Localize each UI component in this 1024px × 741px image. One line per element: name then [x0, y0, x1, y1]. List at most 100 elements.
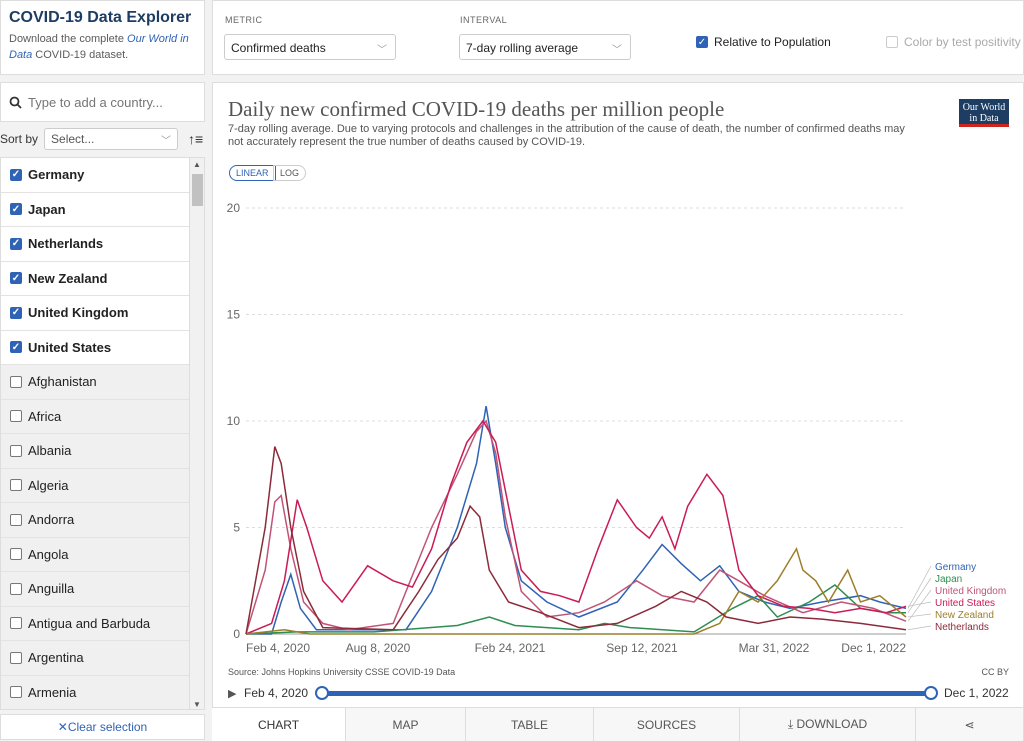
- source-note: Source: Johns Hopkins University CSSE CO…: [228, 667, 456, 677]
- checkbox-checked-icon: ✓: [10, 203, 22, 216]
- entity-armenia[interactable]: Armenia: [1, 675, 190, 709]
- interval-value: 7-day rolling average: [466, 41, 579, 55]
- entity-africa[interactable]: Africa: [1, 399, 190, 434]
- series-line-germany: [246, 405, 907, 635]
- entity-netherlands[interactable]: ✓ Netherlands: [1, 227, 190, 262]
- x-tick-label: Feb 24, 2021: [475, 641, 546, 655]
- tab-table[interactable]: TABLE: [466, 708, 594, 741]
- checkbox-unchecked-icon: [10, 375, 22, 388]
- color-label: Color by test positivity: [904, 35, 1021, 49]
- app-title: COVID-19 Data Explorer: [9, 9, 192, 26]
- series-label-connector: [907, 613, 932, 618]
- entity-label: Algeria: [28, 477, 69, 493]
- series-label: Japan: [935, 574, 962, 585]
- desc-prefix: Download the complete: [9, 33, 128, 45]
- clear-selection-button[interactable]: ✕Clear selection: [0, 714, 205, 740]
- chart-title: Daily new confirmed COVID-19 deaths per …: [228, 97, 725, 121]
- tab-download[interactable]: ⤓ DOWNLOAD: [740, 708, 916, 741]
- interval-label: INTERVAL: [460, 15, 508, 25]
- tab-sources[interactable]: SOURCES: [594, 708, 740, 741]
- entity-andorra[interactable]: Andorra: [1, 503, 190, 538]
- entity-new-zealand[interactable]: ✓ New Zealand: [1, 261, 190, 296]
- chevron-down-icon: ﹀: [612, 45, 622, 56]
- checkbox-unchecked-icon: [886, 36, 898, 48]
- entity-afghanistan[interactable]: Afghanistan: [1, 365, 190, 400]
- tab-map[interactable]: MAP: [346, 708, 466, 741]
- scroll-up-icon[interactable]: ▲: [193, 160, 201, 169]
- entity-anguilla[interactable]: Anguilla: [1, 572, 190, 607]
- entity-argentina[interactable]: Argentina: [1, 641, 190, 676]
- entity-label: Germany: [28, 167, 85, 183]
- entity-label: Argentina: [28, 650, 84, 666]
- owid-logo[interactable]: Our World in Data: [959, 99, 1009, 127]
- metric-label: METRIC: [225, 15, 263, 25]
- series-label: Netherlands: [935, 622, 989, 633]
- y-tick-label: 10: [227, 414, 241, 428]
- checkbox-checked-icon: ✓: [10, 341, 22, 354]
- logo-line-2: in Data: [969, 113, 999, 124]
- timeline-start-handle[interactable]: [315, 686, 329, 700]
- entity-label: Antigua and Barbuda: [28, 615, 151, 631]
- app-description: Download the complete Our World in Data …: [9, 31, 196, 63]
- series-label: New Zealand: [935, 610, 994, 621]
- timeline-track[interactable]: [322, 691, 930, 696]
- checkbox-unchecked-icon: [10, 686, 22, 699]
- entity-label: Albania: [28, 443, 72, 459]
- timeline-end-label: Dec 1, 2022: [944, 686, 1009, 700]
- linear-scale-button[interactable]: LINEAR: [229, 165, 276, 181]
- entity-japan[interactable]: ✓ Japan: [1, 192, 190, 227]
- x-tick-label: Sep 12, 2021: [606, 641, 678, 655]
- entity-label: Afghanistan: [28, 374, 97, 390]
- dataset-link-text: Our World in Data: [9, 33, 189, 61]
- entity-united-kingdom[interactable]: ✓ United Kingdom: [1, 296, 190, 331]
- timeline-start-label: Feb 4, 2020: [244, 686, 309, 700]
- timeline-end-handle[interactable]: [924, 686, 938, 700]
- scrollbar[interactable]: ▲ ▼: [189, 158, 204, 709]
- search-panel: [0, 82, 205, 122]
- entity-united-states[interactable]: ✓ United States: [1, 330, 190, 365]
- dataset-link[interactable]: Our World in Data: [9, 33, 189, 61]
- tab-chart[interactable]: CHART: [212, 708, 346, 741]
- series-label: United Kingdom: [935, 586, 1006, 597]
- y-tick-label: 20: [227, 201, 241, 215]
- scroll-down-icon[interactable]: ▼: [193, 700, 201, 709]
- metric-select[interactable]: Confirmed deaths ﹀: [224, 34, 396, 60]
- entity-list-inner: ✓ Germany ✓ Japan ✓ Netherlands ✓ New Zealand ✓ U…: [1, 158, 204, 709]
- desc-suffix: COVID-19 dataset.: [32, 49, 129, 61]
- series-label-connector: [907, 577, 932, 613]
- entity-label: Armenia: [28, 684, 77, 700]
- series-line-united-kingdom: [245, 419, 907, 635]
- log-scale-button[interactable]: LOG: [273, 165, 307, 181]
- sort-select[interactable]: Select... ﹀: [44, 128, 179, 150]
- relative-to-population-toggle[interactable]: ✓ Relative to Population: [696, 35, 831, 49]
- entity-antigua-and-barbuda[interactable]: Antigua and Barbuda: [1, 606, 190, 641]
- entity-angola[interactable]: Angola: [1, 537, 190, 572]
- checkbox-checked-icon: ✓: [10, 272, 22, 285]
- checkbox-unchecked-icon: [10, 548, 22, 561]
- search-input[interactable]: [28, 94, 198, 110]
- color-by-positivity-toggle[interactable]: Color by test positivity: [886, 35, 1021, 49]
- license-link[interactable]: CC BY: [981, 667, 1009, 677]
- checkbox-unchecked-icon: [10, 479, 22, 492]
- scroll-thumb[interactable]: [192, 174, 203, 206]
- entity-label: New Zealand: [28, 270, 108, 286]
- sort-value: Select...: [51, 132, 95, 146]
- entity-algeria[interactable]: Algeria: [1, 468, 190, 503]
- entity-label: United Kingdom: [28, 305, 129, 321]
- checkbox-unchecked-icon: [10, 582, 22, 595]
- x-tick-label: Aug 8, 2020: [346, 641, 411, 655]
- x-tick-label: Mar 31, 2022: [739, 641, 810, 655]
- chevron-down-icon: ﹀: [161, 136, 172, 147]
- sort-order-icon[interactable]: ↑≡: [188, 131, 204, 147]
- title-panel: COVID-19 Data Explorer Download the comp…: [0, 0, 205, 75]
- series-label: Germany: [935, 562, 976, 573]
- interval-select[interactable]: 7-day rolling average ﹀: [459, 34, 631, 60]
- tab-share[interactable]: ⋖: [916, 708, 1024, 741]
- series-label-connector: [907, 601, 932, 607]
- entity-albania[interactable]: Albania: [1, 434, 190, 469]
- x-tick-label: Dec 1, 2022: [841, 641, 906, 655]
- timeline: ▶ Feb 4, 2020 Dec 1, 2022: [212, 681, 1024, 705]
- entity-germany[interactable]: ✓ Germany: [1, 158, 190, 193]
- series-line-japan: [245, 584, 906, 635]
- play-icon[interactable]: ▶: [228, 688, 237, 700]
